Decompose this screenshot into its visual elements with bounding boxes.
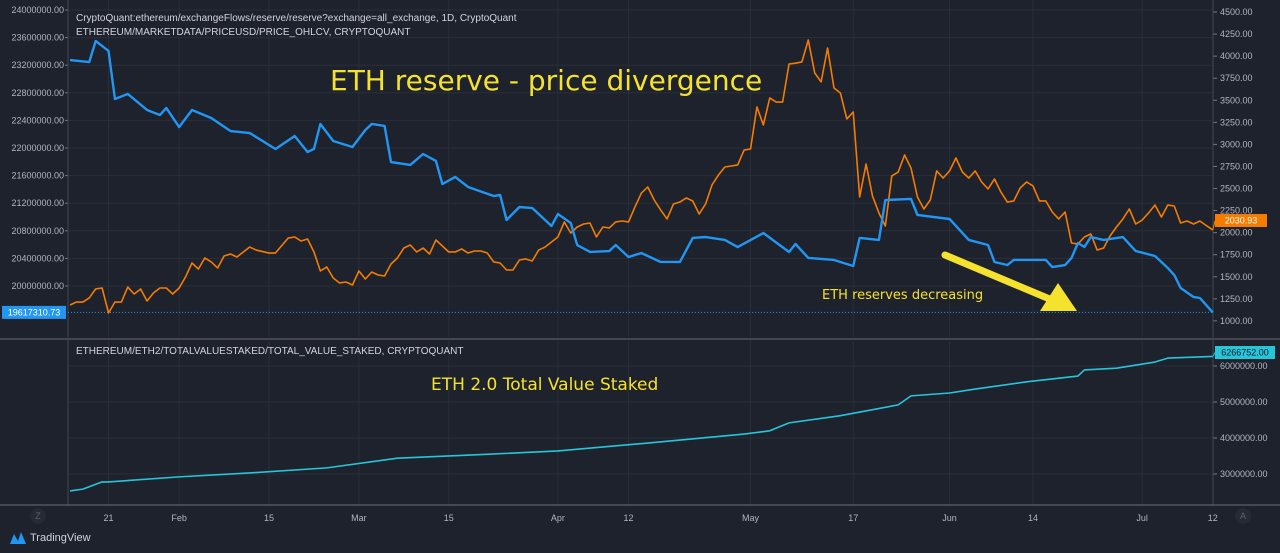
left-axis-tick-label: 21200000.00 — [11, 198, 64, 208]
time-axis-label: 12 — [1208, 513, 1218, 523]
staked-last-value-badge-bg — [1215, 346, 1275, 359]
staked-last-value-badge: 6266752.00 — [1221, 348, 1269, 358]
price-last-value-badge: 2030.93 — [1225, 216, 1258, 226]
time-axis-label: Feb — [171, 513, 187, 523]
time-axis-label: 12 — [624, 513, 634, 523]
time-axis-label: Mar — [351, 513, 367, 523]
left-axis-tick-label: 23200000.00 — [11, 60, 64, 70]
reserve-last-value-badge-bg — [2, 305, 66, 319]
price-series-line — [69, 39, 1214, 314]
staked-axis-tick-label: 3000000.00 — [1220, 469, 1268, 479]
annotation-arrow-shaft — [941, 251, 1056, 304]
price-axis-tick-label: 2000.00 — [1220, 228, 1253, 238]
time-axis-label: Jun — [942, 513, 957, 523]
price-axis-tick-label: 2750.00 — [1220, 161, 1253, 171]
price-axis-tick-label: 3750.00 — [1220, 73, 1253, 83]
price-axis-tick-label: 4250.00 — [1220, 29, 1253, 39]
price-axis-tick-label: 3000.00 — [1220, 139, 1253, 149]
legend-reserve[interactable]: CryptoQuant:ethereum/exchangeFlows/reser… — [76, 13, 517, 24]
time-axis-label: Jul — [1136, 513, 1148, 523]
price-last-value-badge-bg — [1215, 214, 1267, 227]
price-axis-tick-label: 2250.00 — [1220, 206, 1253, 216]
time-axis-label: 21 — [104, 513, 114, 523]
tradingview-icon — [10, 532, 26, 544]
left-axis-tick-label: 21600000.00 — [11, 171, 64, 181]
log-scale-toggle[interactable]: Z — [30, 508, 46, 524]
price-axis-tick-label: 1750.00 — [1220, 250, 1253, 260]
price-axis-tick-label: 1250.00 — [1220, 294, 1253, 304]
auto-scale-toggle[interactable]: A — [1235, 508, 1251, 524]
legend-price[interactable]: ETHEREUM/MARKETDATA/PRICEUSD/PRICE_OHLCV… — [76, 27, 411, 38]
annotation-staked: ETH 2.0 Total Value Staked — [431, 375, 659, 395]
left-axis-tick-label: 20000000.00 — [11, 281, 64, 291]
annotation-reserves-decreasing: ETH reserves decreasing — [822, 288, 984, 303]
price-axis-tick-label: 3500.00 — [1220, 95, 1253, 105]
left-axis-tick-label: 22000000.00 — [11, 143, 64, 153]
staked-last-value-badge-leader — [1212, 352, 1216, 357]
left-axis-tick-label: 23600000.00 — [11, 33, 64, 43]
reserve-last-value-badge: 19617310.73 — [8, 307, 61, 317]
left-axis-tick-label: 24000000.00 — [11, 5, 64, 15]
time-axis-label: 14 — [1028, 513, 1038, 523]
tradingview-label: TradingView — [30, 532, 91, 544]
price-axis-tick-label: 1000.00 — [1220, 316, 1253, 326]
price-axis-tick-label: 2500.00 — [1220, 184, 1253, 194]
left-axis-tick-label: 20400000.00 — [11, 253, 64, 263]
price-axis-tick-label: 3250.00 — [1220, 117, 1253, 127]
staked-axis-tick-label: 4000000.00 — [1220, 433, 1268, 443]
reserve-series-line — [69, 39, 1214, 314]
time-axis-label: May — [742, 513, 760, 523]
tradingview-logo[interactable]: TradingView — [10, 532, 91, 544]
time-axis-label: 15 — [444, 513, 454, 523]
legend-staked[interactable]: ETHEREUM/ETH2/TOTALVALUESTAKED/TOTAL_VAL… — [76, 346, 464, 357]
left-axis-tick-label: 22400000.00 — [11, 115, 64, 125]
time-axis-label: 17 — [848, 513, 858, 523]
price-axis-tick-label: 4500.00 — [1220, 7, 1253, 17]
time-axis-label: 15 — [264, 513, 274, 523]
annotation-title: ETH reserve - price divergence — [330, 64, 763, 97]
staked-axis-tick-label: 5000000.00 — [1220, 397, 1268, 407]
left-axis-tick-label: 20800000.00 — [11, 226, 64, 236]
staked-series-line — [69, 355, 1213, 492]
left-axis-tick-label: 22800000.00 — [11, 88, 64, 98]
price-axis-tick-label: 1500.00 — [1220, 272, 1253, 282]
staked-axis-tick-label: 6000000.00 — [1220, 361, 1268, 371]
price-last-value-badge-leader — [1212, 220, 1216, 231]
price-axis-tick-label: 4000.00 — [1220, 51, 1253, 61]
annotation-arrow-head — [1040, 283, 1077, 311]
time-axis-label: Apr — [551, 513, 565, 523]
